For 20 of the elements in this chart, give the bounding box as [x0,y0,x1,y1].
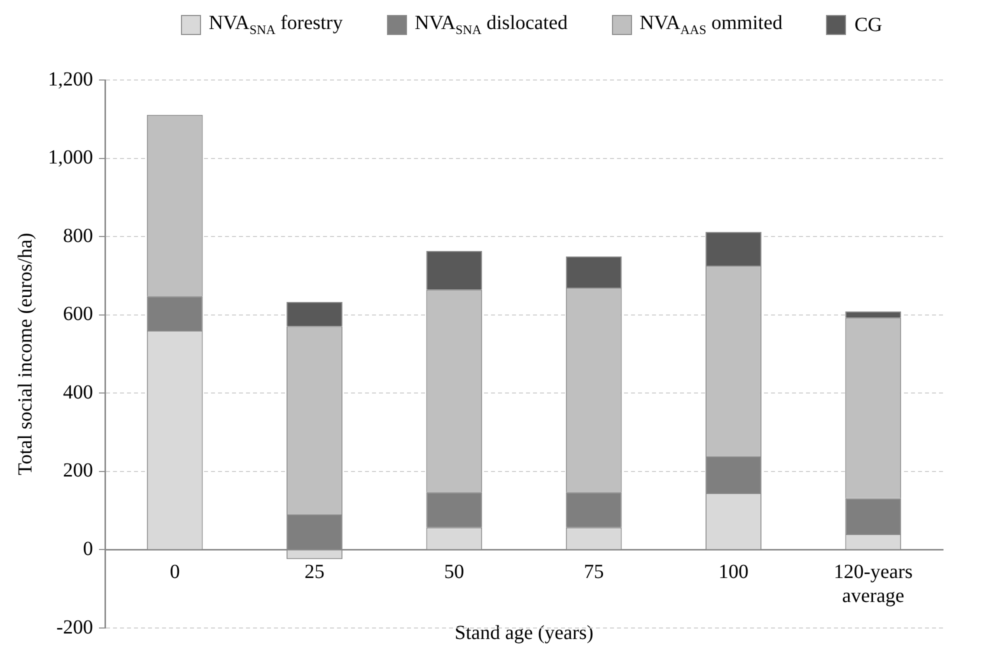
x-tick-label: 25 [304,560,324,583]
y-tick-label: 1,200 [48,68,93,90]
x-tick-label: 100 [718,560,748,583]
y-tick-label: 200 [63,460,93,482]
x-tick-label: 50 [444,560,464,583]
y-tick-label: 1,000 [48,146,93,169]
y-tick-label: 0 [83,538,93,560]
legend-label: NVA$_{AAS}$ ommited [640,12,782,38]
legend-label: CG [854,14,882,36]
y-axis-title: Total social income (euros/ha) [14,232,36,476]
legend-label: NVA$_{SNA}$ dislocated [414,12,568,38]
x-tick-label: 120-years average [834,560,913,607]
x-tick-label: 0 [170,560,180,583]
x-axis-title: Stand age (years) [454,622,594,644]
y-tick-label: -200 [56,616,93,638]
x-tick-label: 75 [584,560,604,583]
y-tick-label: 800 [63,224,93,247]
y-tick-label: 600 [63,303,93,326]
legend-label: NVA$_{SNA}$ forestry [208,12,343,38]
y-tick-label: 400 [63,381,93,404]
